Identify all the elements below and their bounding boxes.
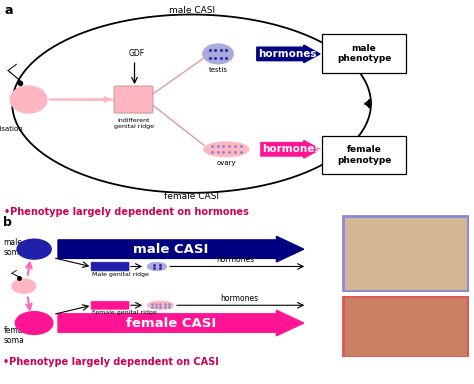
- FancyBboxPatch shape: [322, 136, 406, 174]
- Text: GDF: GDF: [128, 49, 145, 58]
- Text: male CASI: male CASI: [133, 243, 209, 256]
- Text: hormones: hormones: [220, 294, 258, 303]
- Text: indifferent
genital ridge: indifferent genital ridge: [113, 118, 154, 129]
- Text: •Phenotype largely dependent on hormones: •Phenotype largely dependent on hormones: [4, 207, 249, 217]
- Text: hormones: hormones: [217, 255, 255, 264]
- Ellipse shape: [204, 142, 249, 157]
- Text: female CASI: female CASI: [164, 192, 219, 201]
- Ellipse shape: [15, 312, 53, 334]
- Ellipse shape: [147, 263, 166, 270]
- FancyArrow shape: [58, 310, 304, 336]
- Text: •Phenotype largely dependent on CASI: •Phenotype largely dependent on CASI: [3, 357, 219, 367]
- Text: male
soma: male soma: [3, 238, 24, 257]
- FancyBboxPatch shape: [343, 296, 468, 356]
- FancyArrow shape: [261, 141, 320, 158]
- FancyBboxPatch shape: [343, 216, 468, 291]
- Ellipse shape: [10, 86, 47, 113]
- Ellipse shape: [17, 239, 51, 259]
- FancyArrow shape: [257, 45, 320, 63]
- Text: testis: testis: [209, 68, 228, 73]
- Text: female
phenotype: female phenotype: [337, 146, 391, 165]
- Text: female CASI: female CASI: [126, 316, 216, 329]
- Text: female
soma: female soma: [3, 326, 30, 345]
- Text: ovary: ovary: [217, 160, 236, 166]
- Text: fertilisation: fertilisation: [0, 126, 24, 132]
- Text: male CASI: male CASI: [169, 6, 215, 15]
- Ellipse shape: [203, 44, 233, 64]
- Text: hormones: hormones: [262, 144, 321, 154]
- Text: b: b: [3, 217, 12, 230]
- Polygon shape: [49, 99, 114, 100]
- Ellipse shape: [12, 279, 36, 293]
- FancyArrow shape: [58, 237, 304, 262]
- FancyBboxPatch shape: [114, 86, 153, 113]
- Text: a: a: [4, 4, 13, 17]
- Text: Male genital ridge: Male genital ridge: [92, 272, 149, 277]
- FancyBboxPatch shape: [91, 301, 129, 309]
- Text: hormones: hormones: [258, 49, 317, 59]
- Text: Female genital ridge: Female genital ridge: [92, 310, 157, 315]
- FancyBboxPatch shape: [91, 262, 129, 271]
- FancyBboxPatch shape: [322, 34, 406, 73]
- Text: male
phenotype: male phenotype: [337, 44, 391, 63]
- Ellipse shape: [147, 301, 173, 309]
